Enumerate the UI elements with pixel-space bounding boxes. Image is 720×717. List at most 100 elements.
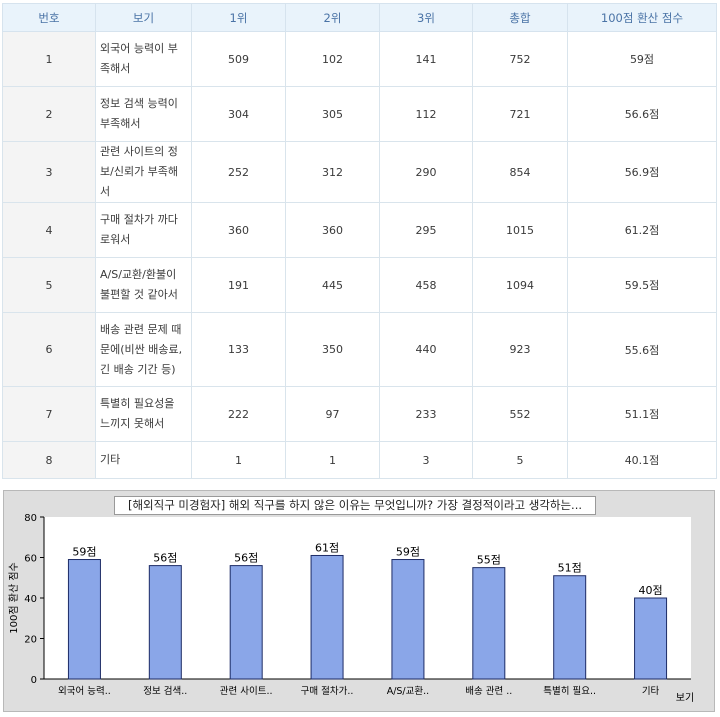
bar-value-label: 59점 (396, 546, 420, 559)
row-rank2: 360 (285, 202, 380, 258)
row-total: 854 (472, 141, 568, 203)
row-no: 2 (2, 86, 96, 142)
bar-value-label: 56점 (153, 552, 177, 565)
table-header-row: 번호 보기 1위 2위 3위 총합 100점 환산 점수 (2, 3, 717, 32)
x-tick-label: A/S/교환.. (387, 685, 429, 697)
row-option: 정보 검색 능력이 부족해서 (95, 86, 192, 142)
row-rank3: 458 (379, 257, 473, 313)
bar (634, 597, 668, 680)
row-score: 59.5점 (567, 257, 717, 313)
header-total: 총합 (472, 3, 568, 32)
row-total: 721 (472, 86, 568, 142)
y-tick-label: 20 (24, 635, 37, 646)
row-rank1: 509 (191, 31, 286, 87)
x-tick-label: 기타 (642, 686, 660, 697)
bar-value-label: 56점 (234, 552, 258, 565)
row-rank2: 97 (285, 386, 380, 442)
row-score: 40.1점 (567, 441, 717, 479)
bar (391, 559, 425, 680)
x-tick-label: 구매 절차가.. (301, 685, 354, 697)
row-score: 59점 (567, 31, 717, 87)
row-rank3: 141 (379, 31, 473, 87)
chart-title: [해외직구 미경험자] 해외 직구를 하지 않은 이유는 무엇입니까? 가장 결… (114, 496, 596, 515)
table-row: 1 외국어 능력이 부족해서 509 102 141 752 59점 (2, 31, 717, 87)
row-option: A/S/교환/환불이 불편할 것 같아서 (95, 257, 192, 313)
row-rank1: 191 (191, 257, 286, 313)
row-option: 구매 절차가 까다로워서 (95, 202, 192, 258)
row-score: 61.2점 (567, 202, 717, 258)
row-rank2: 305 (285, 86, 380, 142)
chart-panel: 0 20 40 60 80 100점 환산 점수 59점 외국어 능력.. 56점 정보 검색..… (3, 490, 715, 712)
row-rank1: 252 (191, 141, 286, 203)
header-rank3: 3위 (379, 3, 473, 32)
row-rank1: 360 (191, 202, 286, 258)
row-rank2: 350 (285, 312, 380, 387)
row-rank3: 440 (379, 312, 473, 387)
bar-value-label: 61점 (315, 541, 339, 554)
x-tick-label: 특별히 필요.. (543, 685, 596, 697)
row-total: 923 (472, 312, 568, 387)
survey-results-table: 번호 보기 1위 2위 3위 총합 100점 환산 점수 1 외국어 능력이 부… (2, 3, 717, 479)
row-rank3: 295 (379, 202, 473, 258)
row-rank2: 312 (285, 141, 380, 203)
row-rank2: 445 (285, 257, 380, 313)
table-row: 7 특별히 필요성을 느끼지 못해서 222 97 233 552 51.1점 (2, 386, 717, 442)
header-option: 보기 (95, 3, 192, 32)
bar-value-label: 55점 (477, 554, 501, 567)
row-option: 기타 (95, 441, 192, 479)
bar (229, 565, 263, 680)
table-row: 5 A/S/교환/환불이 불편할 것 같아서 191 445 458 1094 … (2, 257, 717, 313)
y-tick-label: 60 (24, 554, 37, 565)
bar (472, 567, 506, 680)
table-row: 2 정보 검색 능력이 부족해서 304 305 112 721 56.6점 (2, 86, 717, 142)
row-no: 5 (2, 257, 96, 313)
header-rank1: 1위 (191, 3, 286, 32)
table-row: 8 기타 1 1 3 5 40.1점 (2, 441, 717, 479)
row-no: 7 (2, 386, 96, 442)
row-total: 1015 (472, 202, 568, 258)
row-option: 특별히 필요성을 느끼지 못해서 (95, 386, 192, 442)
row-total: 752 (472, 31, 568, 87)
row-rank1: 1 (191, 441, 286, 479)
row-rank1: 304 (191, 86, 286, 142)
y-tick-label: 80 (24, 513, 37, 524)
x-tick-label: 외국어 능력.. (58, 685, 111, 697)
x-tick-label: 관련 사이트.. (220, 686, 273, 697)
bar-value-label: 51점 (558, 562, 582, 575)
row-rank2: 1 (285, 441, 380, 479)
bar (148, 565, 182, 680)
header-rank2: 2위 (285, 3, 380, 32)
row-score: 51.1점 (567, 386, 717, 442)
row-score: 56.9점 (567, 141, 717, 203)
row-no: 8 (2, 441, 96, 479)
header-no: 번호 (2, 3, 96, 32)
table-row: 6 배송 관련 문제 때문에(비싼 배송료, 긴 배송 기간 등) 133 35… (2, 312, 717, 387)
row-option: 외국어 능력이 부족해서 (95, 31, 192, 87)
row-rank3: 3 (379, 441, 473, 479)
bar (67, 559, 101, 680)
bar-value-label: 40점 (639, 584, 663, 597)
y-axis-label: 100점 환산 점수 (8, 562, 20, 633)
row-no: 1 (2, 31, 96, 87)
bar (553, 575, 587, 680)
x-tick-label: 배송 관련 .. (465, 686, 512, 697)
header-score: 100점 환산 점수 (567, 3, 717, 32)
y-tick-label: 40 (24, 594, 37, 605)
row-rank2: 102 (285, 31, 380, 87)
row-score: 56.6점 (567, 86, 717, 142)
row-total: 552 (472, 386, 568, 442)
row-rank3: 290 (379, 141, 473, 203)
row-rank1: 133 (191, 312, 286, 387)
row-total: 5 (472, 441, 568, 479)
x-tick-label: 정보 검색.. (143, 685, 187, 697)
row-rank3: 112 (379, 86, 473, 142)
bar-value-label: 59점 (72, 546, 96, 559)
bar (310, 554, 344, 680)
row-option: 관련 사이트의 정보/신뢰가 부족해서 (95, 141, 192, 203)
x-axis-label: 보기 (676, 692, 694, 704)
table-row: 3 관련 사이트의 정보/신뢰가 부족해서 252 312 290 854 56… (2, 141, 717, 203)
row-score: 55.6점 (567, 312, 717, 387)
plot-area (44, 517, 691, 679)
row-rank3: 233 (379, 386, 473, 442)
